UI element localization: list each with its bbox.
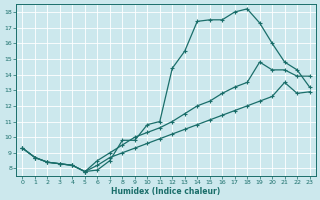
X-axis label: Humidex (Indice chaleur): Humidex (Indice chaleur) xyxy=(111,187,221,196)
